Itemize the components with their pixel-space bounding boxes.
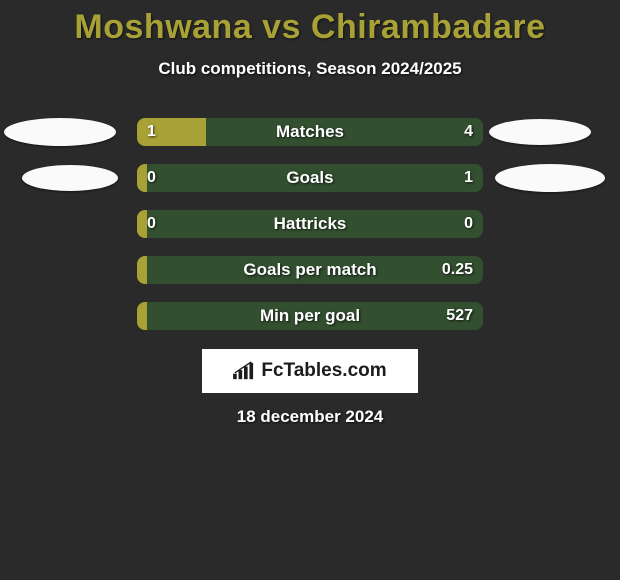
stat-row: Goals per match0.25 — [0, 247, 620, 293]
stat-row: Hattricks0 0 — [0, 201, 620, 247]
player-ellipse — [489, 119, 591, 145]
player-ellipse — [22, 165, 118, 191]
logo-text: FcTables.com — [261, 360, 386, 382]
bar-track: Matches1 4 — [137, 118, 483, 146]
page-title: Moshwana vs Chirambadare — [0, 8, 620, 47]
bar-track: Hattricks0 0 — [137, 210, 483, 238]
stat-value-right: 1 — [464, 164, 473, 192]
stat-value-left: 0 — [147, 210, 156, 238]
stat-value-right: 0.25 — [442, 256, 473, 284]
bar-chart-icon — [233, 361, 255, 381]
bar-track: Min per goal527 — [137, 302, 483, 330]
comparison-card: Moshwana vs Chirambadare Club competitio… — [0, 0, 620, 427]
bar-track: Goals per match0.25 — [137, 256, 483, 284]
stat-value-left: 0 — [147, 164, 156, 192]
stat-value-right: 4 — [464, 118, 473, 146]
stat-value-right: 0 — [464, 210, 473, 238]
footer-date: 18 december 2024 — [0, 407, 620, 427]
stat-label: Goals — [137, 164, 483, 192]
stat-row: Min per goal527 — [0, 293, 620, 339]
stat-label: Hattricks — [137, 210, 483, 238]
player-ellipse — [495, 164, 605, 192]
logo-box[interactable]: FcTables.com — [202, 349, 418, 393]
player-ellipse — [4, 118, 116, 146]
stat-value-left: 1 — [147, 118, 156, 146]
stat-label: Goals per match — [137, 256, 483, 284]
bar-track: Goals0 1 — [137, 164, 483, 192]
subtitle: Club competitions, Season 2024/2025 — [0, 59, 620, 79]
stat-label: Min per goal — [137, 302, 483, 330]
stat-label: Matches — [137, 118, 483, 146]
stat-value-right: 527 — [446, 302, 473, 330]
stats-rows: Matches14Goals01Hattricks00Goals per mat… — [0, 109, 620, 339]
